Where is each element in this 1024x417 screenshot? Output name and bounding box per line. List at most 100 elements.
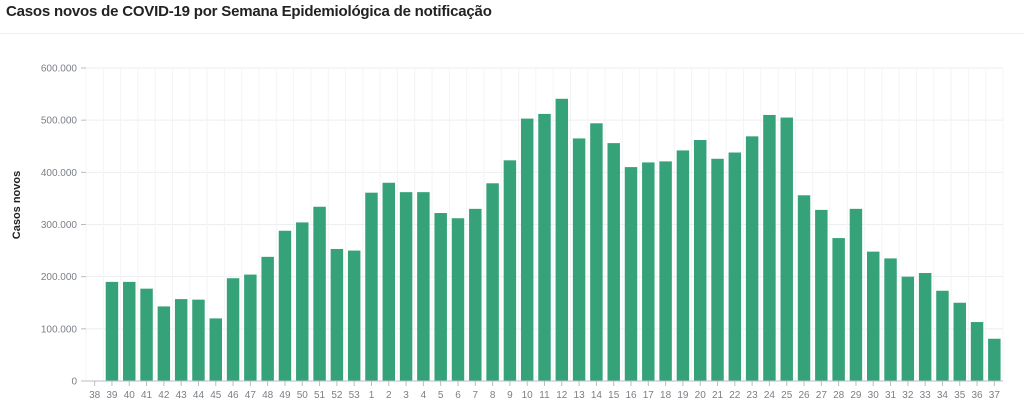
bar[interactable] [693,139,707,381]
x-tick-label: 36 [971,390,983,401]
bar[interactable] [313,206,326,381]
x-tick-label: 33 [920,390,932,401]
bar[interactable] [347,250,361,381]
x-tick-label: 21 [712,390,724,401]
bar[interactable] [676,150,690,381]
bar[interactable] [226,278,240,381]
x-tick-label: 29 [850,390,862,401]
bar[interactable] [953,302,966,381]
x-tick-label: 47 [245,390,257,401]
bar[interactable] [520,118,534,381]
bar[interactable] [624,167,638,381]
x-tick-label: 11 [539,390,550,401]
bar[interactable] [572,138,586,381]
bar[interactable] [105,281,119,381]
bar[interactable] [590,123,603,382]
bar[interactable] [901,276,915,381]
bar[interactable] [330,249,344,381]
x-tick-label: 48 [262,390,274,401]
bar[interactable] [261,256,274,381]
x-tick-label: 53 [349,390,361,401]
bar[interactable] [382,182,396,381]
bar[interactable] [832,238,845,381]
x-tick-label: 22 [729,390,741,401]
bar[interactable] [642,162,655,381]
bar[interactable] [728,152,742,381]
bar[interactable] [192,299,205,381]
bar[interactable] [867,251,880,381]
x-tick-label: 6 [455,390,461,401]
bar[interactable] [157,306,171,381]
bar[interactable] [797,195,811,381]
x-tick-label: 37 [989,390,1001,401]
bar[interactable] [469,208,482,381]
bar[interactable] [745,136,759,381]
x-tick-label: 18 [660,390,672,401]
y-tick-label: 300.000 [41,220,78,231]
bar[interactable] [209,318,222,381]
x-tick-label: 10 [522,390,534,401]
title-divider [0,33,1024,34]
bar[interactable] [365,192,378,381]
bar[interactable] [503,160,517,381]
x-tick-label: 23 [747,390,759,401]
x-tick-label: 12 [556,390,568,401]
x-tick-label: 24 [764,390,776,401]
bar[interactable] [434,213,447,381]
bar[interactable] [884,258,897,381]
bar[interactable] [486,183,499,381]
bar[interactable] [417,192,430,381]
y-tick-labels: 0 100.000 200.000 300.000 400.000 500.000 600.… [41,64,86,388]
chart-title: Casos novos de COVID-19 por Semana Epide… [6,3,492,20]
x-tick-label: 19 [677,390,689,401]
bar[interactable] [918,273,932,381]
bars [105,98,1001,382]
bar[interactable] [711,158,724,381]
bar[interactable] [763,114,776,381]
y-tick-label: 500.000 [41,116,78,127]
bar[interactable] [296,222,309,381]
bar[interactable] [174,299,188,381]
x-tick-label: 50 [297,390,309,401]
x-tick-label: 32 [902,390,914,401]
x-tick-label: 34 [937,390,949,401]
x-tick-label: 49 [279,390,291,401]
x-tick-label: 15 [608,390,620,401]
bar[interactable] [244,274,257,381]
x-tick-label: 38 [89,390,101,401]
bar[interactable] [780,117,793,381]
bar[interactable] [849,208,863,381]
bar[interactable] [123,281,136,381]
grid-lines [85,67,1004,382]
x-tick-label: 4 [421,390,427,401]
bar[interactable] [815,209,828,381]
x-tick-label: 26 [798,390,810,401]
x-tick-label: 30 [868,390,880,401]
x-tick-label: 9 [507,390,513,401]
y-tick-label: 600.000 [41,64,78,75]
y-tick-label: 0 [71,377,77,388]
x-tick-label: 44 [193,390,205,401]
bar[interactable] [988,338,1001,381]
bar[interactable] [970,322,984,381]
bar[interactable] [607,143,620,381]
x-tick-label: 45 [210,390,222,401]
x-tick-label: 40 [124,390,136,401]
bar[interactable] [538,113,551,381]
x-tick-label: 43 [176,390,188,401]
x-tick-label: 41 [141,390,153,401]
x-tick-label: 35 [954,390,966,401]
bar[interactable] [451,218,465,381]
bar[interactable] [399,192,413,381]
bar[interactable] [659,161,672,381]
bar[interactable] [278,230,292,381]
x-tick-label: 25 [781,390,793,401]
bar[interactable] [555,98,569,382]
bar[interactable] [936,290,949,381]
bar[interactable] [140,288,153,381]
x-tick-label: 16 [625,390,637,401]
x-tick-label: 46 [228,390,240,401]
x-tick-label: 13 [574,390,586,401]
y-tick-label: 400.000 [41,168,78,179]
